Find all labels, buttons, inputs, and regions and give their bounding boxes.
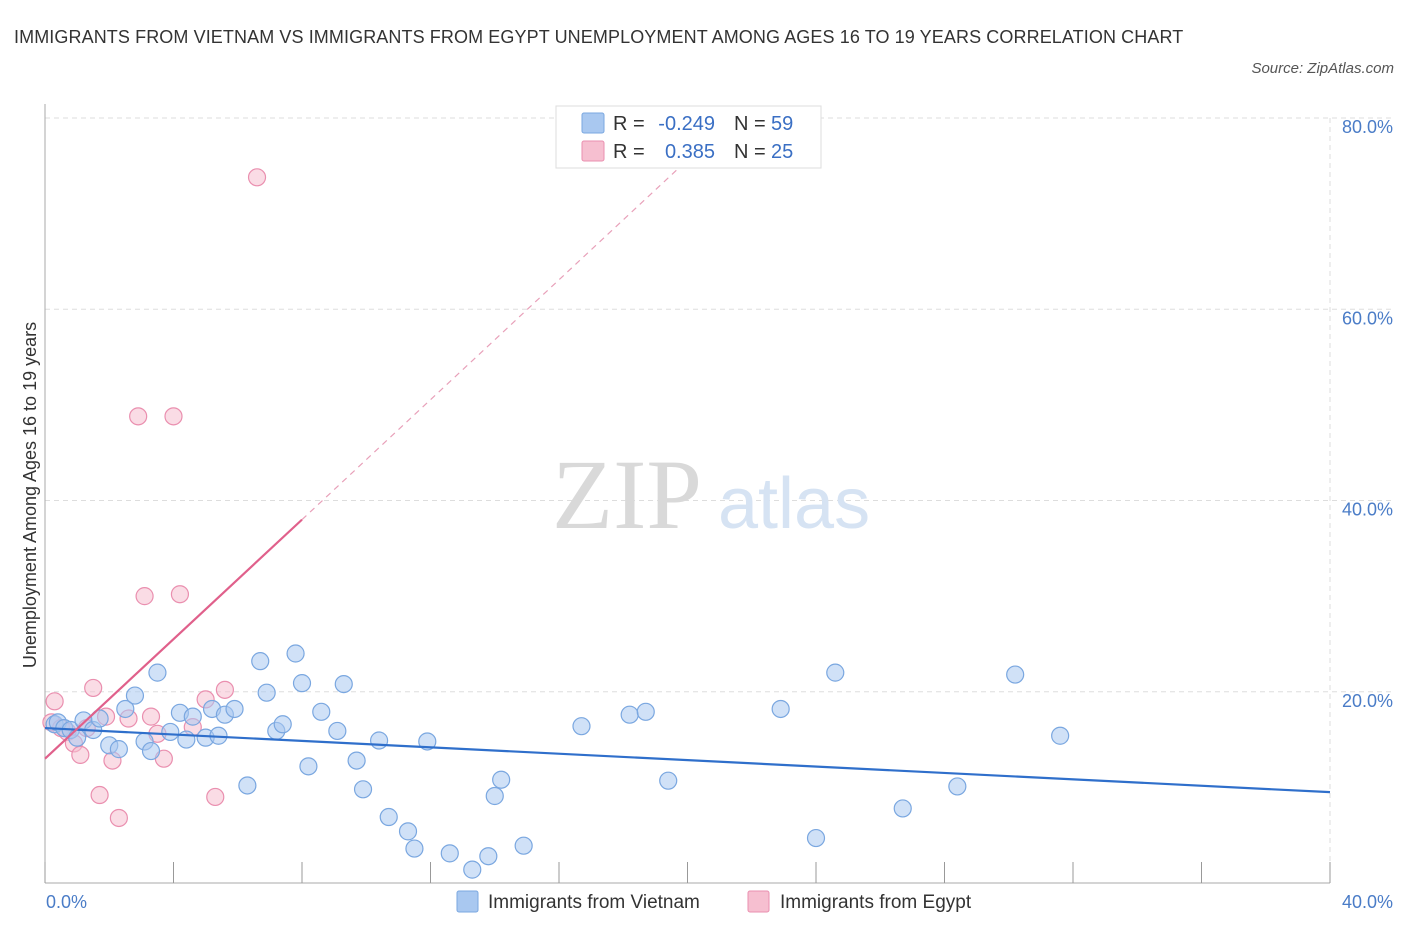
legend-swatch-egypt: [581, 140, 605, 162]
point-vietnam: [161, 722, 180, 742]
point-vietnam: [312, 702, 331, 721]
legend-n-label-vietnam: N =: [734, 113, 766, 135]
bottom-legend-swatch-egypt: [747, 890, 770, 913]
point-vietnam: [90, 709, 109, 728]
point-vietnam: [514, 836, 533, 855]
point-vietnam: [636, 702, 655, 721]
point-egypt: [84, 678, 103, 698]
point-vietnam: [948, 777, 967, 796]
series-legend: Immigrants from Vietnam Immigrants from …: [456, 890, 972, 913]
point-vietnam: [806, 828, 826, 848]
legend-r-label-egypt: R =: [613, 141, 645, 163]
y-axis-title: Unemployment Among Ages 16 to 19 years: [20, 322, 40, 668]
y-tick-label: 80.0%: [1342, 117, 1393, 137]
point-egypt: [164, 407, 183, 426]
bottom-legend-label-vietnam: Immigrants from Vietnam: [488, 892, 700, 913]
chart-title: IMMIGRANTS FROM VIETNAM VS IMMIGRANTS FR…: [14, 27, 1184, 47]
point-vietnam: [328, 721, 347, 741]
trend-line-vietnam: [44, 726, 1331, 794]
axes: [44, 104, 1331, 884]
point-egypt: [247, 168, 267, 187]
point-vietnam: [334, 674, 353, 694]
trend-lines: [44, 141, 1331, 794]
point-vietnam: [299, 757, 318, 776]
point-vietnam: [109, 740, 128, 759]
point-vietnam: [141, 741, 161, 761]
point-egypt: [206, 787, 225, 807]
grid-lines: [45, 117, 1392, 883]
legend-n-label-egypt: N =: [734, 141, 766, 163]
point-vietnam: [620, 705, 639, 724]
x-tick-labels: 0.0% 40.0%: [46, 892, 1393, 912]
point-vietnam: [125, 686, 145, 705]
x-tick-label: 40.0%: [1342, 892, 1393, 912]
point-vietnam: [273, 715, 292, 734]
point-vietnam: [492, 770, 511, 789]
point-vietnam: [418, 732, 437, 751]
point-vietnam: [1006, 665, 1025, 684]
point-vietnam: [347, 751, 366, 770]
watermark-atlas: atlas: [718, 464, 870, 544]
correlation-legend: R = -0.249 N = 59 R = 0.385 N = 25: [555, 105, 822, 169]
point-vietnam: [116, 699, 135, 719]
trend-extension-egypt: [301, 141, 708, 521]
point-vietnam: [251, 652, 270, 671]
legend-n-value-vietnam: 59: [771, 113, 793, 135]
point-egypt: [45, 692, 64, 711]
point-egypt: [170, 585, 190, 604]
watermark: ZIP atlas: [552, 439, 870, 550]
point-vietnam: [257, 683, 276, 702]
point-vietnam: [370, 731, 389, 750]
point-egypt: [71, 745, 90, 764]
point-vietnam: [826, 663, 845, 682]
point-vietnam: [893, 799, 912, 818]
point-vietnam: [572, 717, 591, 736]
legend-r-value-vietnam: -0.249: [658, 113, 715, 135]
point-vietnam: [238, 776, 257, 795]
point-egypt: [129, 407, 148, 426]
point-vietnam: [183, 707, 202, 726]
source-credit: Source: ZipAtlas.com: [1251, 60, 1394, 77]
trend-line-egypt: [44, 518, 303, 760]
point-egypt: [215, 680, 234, 699]
legend-n-value-egypt: 25: [771, 141, 793, 163]
x-tick-label: 0.0%: [46, 892, 87, 912]
point-vietnam: [479, 847, 498, 866]
point-vietnam: [225, 699, 244, 719]
point-vietnam: [379, 807, 398, 827]
point-egypt: [141, 707, 161, 726]
point-vietnam: [286, 644, 305, 663]
bottom-legend-swatch-vietnam: [456, 890, 479, 913]
y-tick-label: 20.0%: [1342, 691, 1393, 711]
point-egypt: [109, 808, 128, 828]
point-vietnam: [463, 860, 482, 879]
legend-r-value-egypt: 0.385: [665, 141, 715, 163]
point-vietnam: [292, 674, 312, 693]
point-vietnam: [68, 728, 87, 747]
point-vietnam: [398, 822, 418, 841]
y-tick-labels: 20.0% 40.0% 60.0% 80.0%: [1342, 117, 1393, 711]
point-egypt: [90, 785, 109, 805]
y-tick-label: 60.0%: [1342, 308, 1393, 328]
point-vietnam: [353, 780, 373, 799]
point-vietnam: [485, 786, 504, 806]
point-vietnam: [659, 771, 678, 790]
bottom-legend-label-egypt: Immigrants from Egypt: [780, 892, 972, 913]
point-egypt: [135, 587, 154, 606]
watermark-zip: ZIP: [552, 439, 702, 550]
point-vietnam: [440, 844, 459, 863]
point-vietnam: [177, 730, 196, 749]
legend-r-label-vietnam: R =: [613, 113, 645, 135]
legend-swatch-vietnam: [581, 112, 605, 134]
point-vietnam: [1051, 726, 1070, 745]
data-points: [42, 168, 1070, 879]
point-vietnam: [405, 839, 424, 858]
point-vietnam: [148, 663, 167, 682]
y-tick-label: 40.0%: [1342, 500, 1393, 520]
point-vietnam: [771, 699, 790, 719]
